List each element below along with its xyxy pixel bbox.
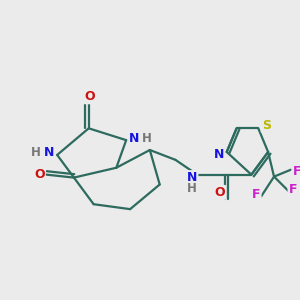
Text: H: H: [187, 182, 197, 195]
Text: F: F: [289, 183, 297, 196]
Text: N: N: [214, 148, 224, 161]
Text: O: O: [34, 168, 45, 181]
Text: H: H: [142, 132, 152, 145]
Text: O: O: [84, 90, 95, 103]
Text: N: N: [44, 146, 55, 160]
Text: N: N: [129, 132, 139, 145]
Text: F: F: [252, 188, 260, 201]
Text: O: O: [214, 186, 225, 199]
Text: F: F: [292, 165, 300, 178]
Text: H: H: [31, 146, 40, 160]
Text: S: S: [262, 119, 271, 132]
Text: N: N: [187, 171, 197, 184]
